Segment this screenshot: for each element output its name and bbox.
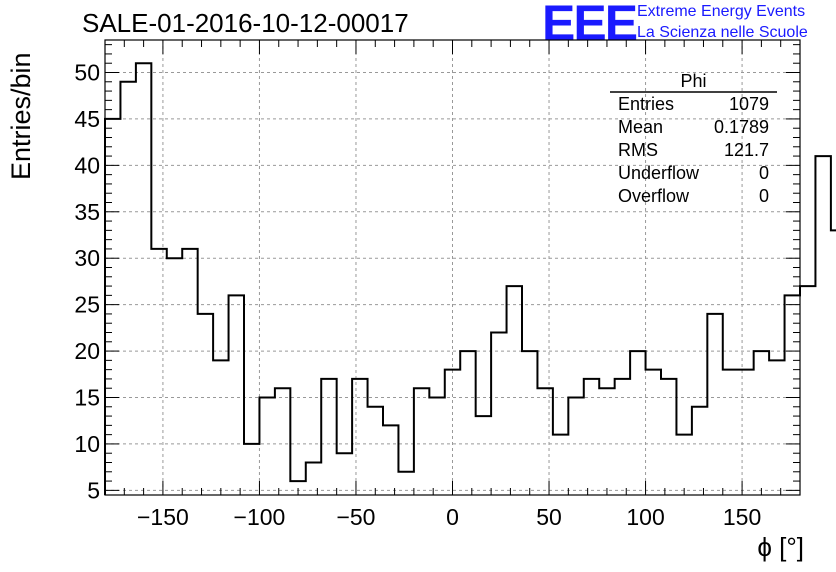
histogram-bin (769, 360, 784, 495)
stats-row-value: 0.1789 (714, 117, 769, 137)
stats-box-name: Phi (680, 71, 706, 91)
tick-labels: −150 −100 −50 0 50 100 150 5 10 15 20 25 30 35 40 45 50 (74, 60, 761, 531)
stats-row-label: RMS (618, 140, 658, 160)
histogram-bin (229, 295, 244, 495)
logo-subtitle-2: La Scienza nelle Scuole (637, 24, 808, 41)
histogram-bin (476, 416, 491, 495)
histogram-bin (182, 249, 197, 495)
histogram-bin (599, 388, 614, 495)
histogram-bin (337, 453, 352, 495)
stats-row-value: 0 (759, 163, 769, 183)
histogram-bin (275, 388, 290, 495)
histogram-bin (646, 370, 661, 495)
histogram-bin (661, 379, 676, 495)
x-tick-label: 100 (626, 504, 664, 530)
histogram-bin (151, 249, 166, 495)
histogram-bin (568, 398, 583, 496)
histogram-bin (290, 481, 305, 495)
histogram-bin (491, 333, 506, 496)
stats-row-value: 1079 (729, 94, 769, 114)
stats-row-label: Overflow (618, 186, 690, 206)
histogram-bin (553, 435, 568, 495)
y-tick-label: 25 (74, 292, 100, 318)
histogram-bin (507, 286, 522, 495)
stats-row-label: Entries (618, 94, 674, 114)
histogram-bin (584, 379, 599, 495)
histogram-bin (615, 379, 630, 495)
histogram-bin (352, 379, 367, 495)
y-tick-label: 15 (74, 385, 100, 411)
stats-row-value: 121.7 (724, 140, 769, 160)
stats-row-label: Underflow (618, 163, 700, 183)
histogram-bin (306, 463, 321, 496)
histogram-bin (259, 398, 274, 496)
histogram-bin (136, 63, 151, 495)
x-tick-label: −100 (234, 504, 286, 530)
histogram-bin (398, 472, 413, 495)
chart-title: SALE-01-2016-10-12-00017 (82, 8, 409, 38)
x-tick-label: 150 (723, 504, 761, 530)
stats-row-label: Mean (618, 117, 663, 137)
histogram-bin (383, 425, 398, 495)
stats-box: Phi Entries 1079 Mean 0.1789 RMS 121.7 Underflo… (610, 71, 777, 206)
histogram-bin (537, 388, 552, 495)
x-tick-label: −150 (137, 504, 189, 530)
histogram-bin (692, 407, 707, 495)
stats-row-value: 0 (759, 186, 769, 206)
histogram-bin (244, 444, 259, 495)
y-tick-label: 10 (74, 431, 100, 457)
histogram-bin (105, 119, 120, 495)
histogram-bin (213, 360, 228, 495)
y-tick-label: 50 (74, 60, 100, 86)
histogram-series (104, 62, 836, 496)
x-tick-label: 0 (446, 504, 459, 530)
histogram-bin (630, 351, 645, 495)
logo-subtitle-1: Extreme Energy Events (637, 3, 806, 20)
histogram-bin (738, 370, 753, 495)
histogram-bin (198, 314, 213, 495)
x-axis-label: ϕ [°] (757, 532, 804, 562)
histogram-bin (815, 156, 830, 495)
y-tick-label: 35 (74, 199, 100, 225)
histogram-bin (120, 82, 135, 495)
eee-logo: EEE (542, 0, 638, 51)
histogram-bin (414, 388, 429, 495)
tick-marks (104, 40, 801, 495)
histogram-bin (167, 258, 182, 495)
histogram-bin (368, 407, 383, 495)
histogram-bin (831, 230, 836, 495)
x-tick-label: −50 (336, 504, 375, 530)
y-tick-label: 20 (74, 338, 100, 364)
histogram-bin (707, 314, 722, 495)
y-tick-label: 45 (74, 106, 100, 132)
histogram-outline (104, 62, 836, 495)
histogram-bin (676, 435, 691, 495)
histogram-bin (723, 370, 738, 495)
histogram-bin (321, 379, 336, 495)
x-tick-label: 50 (536, 504, 562, 530)
y-tick-label: 40 (74, 152, 100, 178)
histogram-bin (460, 351, 475, 495)
histogram-bin (445, 370, 460, 495)
histogram-bin (429, 398, 444, 496)
histogram-bin (754, 351, 769, 495)
histogram-bin (522, 351, 537, 495)
histogram-bin (800, 286, 815, 495)
histogram-bin (785, 295, 800, 495)
y-tick-label: 30 (74, 245, 100, 271)
y-tick-label: 5 (87, 477, 100, 503)
